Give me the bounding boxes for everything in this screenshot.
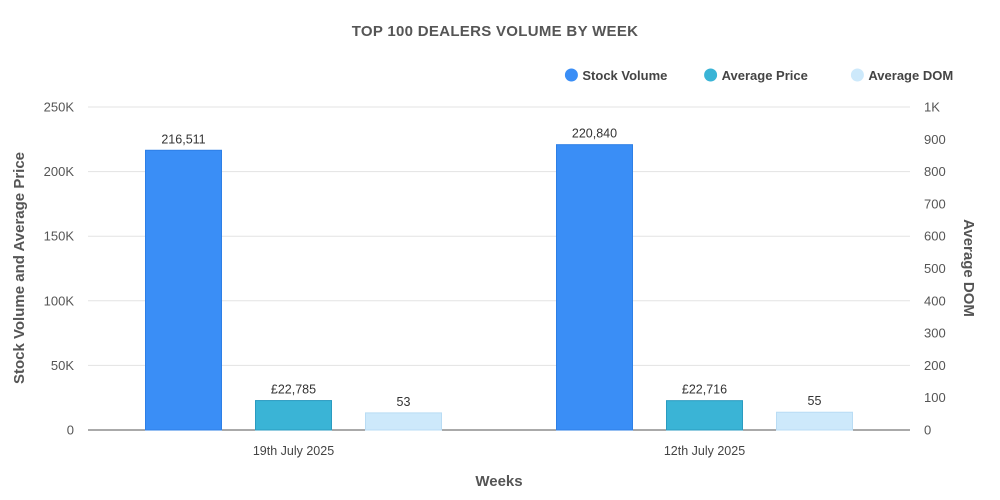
bar (145, 149, 222, 431)
legend: Stock Volume Average Price Average DOM (564, 68, 953, 83)
left-tick-label: 200K (44, 164, 75, 179)
bar (776, 411, 853, 431)
bar (255, 400, 332, 431)
right-tick-label: 200 (924, 358, 946, 373)
data-labels: 216,511 £22,785 53 220,840 £22,716 55 (161, 127, 821, 409)
left-tick-label: 250K (44, 100, 75, 115)
gridlines (88, 106, 910, 431)
right-tick-label: 600 (924, 229, 946, 244)
right-tick-label: 900 (924, 132, 946, 147)
data-label: £22,785 (271, 383, 316, 397)
bar (666, 400, 743, 431)
left-axis-ticks: 0 50K 100K 150K 200K 250K (44, 100, 75, 438)
left-tick-label: 0 (67, 423, 74, 438)
left-tick-label: 50K (51, 358, 74, 373)
right-tick-label: 400 (924, 293, 946, 308)
legend-label: Stock Volume (582, 68, 667, 83)
bars (145, 144, 853, 431)
right-tick-label: 1K (924, 100, 940, 115)
data-label: 55 (808, 394, 822, 408)
right-tick-label: 500 (924, 261, 946, 276)
category-label: 12th July 2025 (664, 444, 745, 458)
right-tick-label: 300 (924, 326, 946, 341)
legend-marker (704, 68, 718, 82)
right-tick-label: 700 (924, 196, 946, 211)
data-label: 216,511 (161, 132, 205, 146)
bar (556, 144, 633, 431)
y-axis-left-title: Stock Volume and Average Price (11, 152, 28, 384)
legend-marker (850, 68, 864, 82)
bar (365, 412, 442, 431)
legend-label: Average DOM (868, 68, 953, 83)
y-axis-right-title: Average DOM (960, 219, 977, 317)
left-tick-label: 150K (44, 229, 75, 244)
data-label: 53 (397, 395, 411, 409)
right-tick-label: 100 (924, 390, 946, 405)
data-label: 220,840 (572, 127, 617, 141)
right-tick-label: 0 (924, 423, 931, 438)
data-label: £22,716 (682, 383, 727, 397)
category-label: 19th July 2025 (253, 444, 334, 458)
left-tick-label: 100K (44, 293, 75, 308)
legend-marker (564, 68, 578, 82)
category-labels: 19th July 2025 12th July 2025 (253, 444, 745, 458)
right-tick-label: 800 (924, 164, 946, 179)
right-axis-ticks: 0 100 200 300 400 500 600 700 800 900 1K (924, 100, 946, 438)
x-axis-title: Weeks (475, 473, 522, 490)
legend-label: Average Price (722, 68, 808, 83)
chart-title: TOP 100 DEALERS VOLUME BY WEEK (352, 23, 639, 40)
